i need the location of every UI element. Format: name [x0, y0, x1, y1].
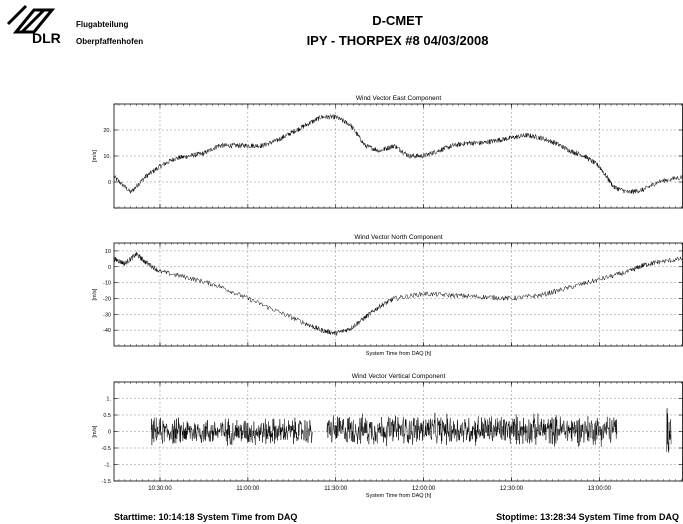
- start-time: Starttime: 10:14:18 System Time from DAQ: [114, 512, 298, 522]
- org-line-2: Oberpfaffenhofen: [76, 37, 144, 46]
- y-axis-label: [m/s]: [92, 150, 98, 162]
- data-series-line: [113, 114, 683, 195]
- org-line-1: Flugabteilung: [76, 20, 129, 29]
- chart-title: Wind Vector East Component: [356, 95, 441, 102]
- page-subtitle: IPY - THORPEX #8 04/03/2008: [306, 33, 489, 48]
- y-tick-label: -1.: [105, 463, 112, 469]
- chart-title: Wind Vector North Component: [354, 234, 442, 241]
- y-tick-label: 10.: [103, 154, 111, 160]
- y-tick-label: -40: [103, 328, 111, 334]
- y-tick-label: 0: [108, 265, 111, 271]
- y-tick-label: -10: [103, 281, 111, 287]
- x-tick-label: 12:30:00: [500, 486, 524, 492]
- logo-text: DLR: [32, 30, 61, 46]
- y-tick-label: 0.5: [103, 413, 111, 419]
- x-tick-label: 11:30:00: [324, 486, 348, 492]
- y-axis-label: [m/s]: [92, 288, 98, 300]
- page-title: D-CMET: [372, 13, 423, 28]
- x-tick-label: 10:30:00: [148, 486, 172, 492]
- y-tick-label: 0: [108, 430, 111, 436]
- y-tick-label: -1.5: [102, 479, 111, 485]
- x-tick-label: 12:00:00: [412, 486, 436, 492]
- dlr-logo-icon: [6, 4, 56, 34]
- y-tick-label: 10: [105, 249, 111, 255]
- x-axis-label: System Time from DAQ [h]: [366, 493, 432, 499]
- y-tick-label: 1.: [106, 397, 111, 403]
- data-series-line: [113, 251, 683, 336]
- plot-frame: [113, 242, 683, 347]
- data-series-line: [150, 408, 672, 453]
- x-tick-label: 11:00:00: [236, 486, 260, 492]
- stop-time: Stoptime: 13:28:34 System Time from DAQ: [496, 512, 679, 522]
- y-tick-label: 20.: [103, 128, 111, 134]
- chart-title: Wind Vector Vertical Component: [352, 373, 446, 380]
- y-tick-label: 0: [108, 180, 111, 186]
- y-tick-label: -30: [103, 312, 111, 318]
- y-axis-label: [m/s]: [92, 425, 98, 437]
- x-tick-label: 13:00:00: [588, 486, 612, 492]
- x-axis-label: System Time from DAQ [h]: [366, 351, 432, 357]
- y-tick-label: -0.5: [102, 446, 111, 452]
- y-tick-label: -20: [103, 296, 111, 302]
